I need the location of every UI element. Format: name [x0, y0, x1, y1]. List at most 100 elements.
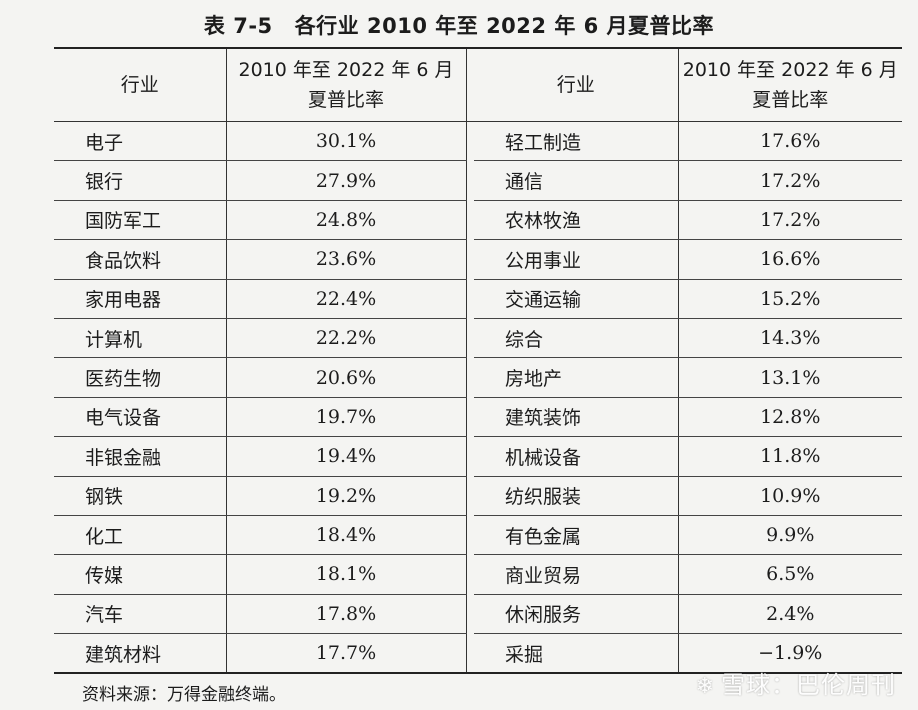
table-row: 电子 30.1% 轻工制造 17.6% [54, 121, 902, 162]
industry-cell-left: 建筑材料 [54, 633, 227, 673]
ratio-cell-left: 17.7% [315, 642, 377, 665]
column-gap [465, 436, 474, 477]
column-gap [465, 515, 474, 555]
source-note: 资料来源：万得金融终端。 [82, 685, 286, 705]
table-number: 表 7-5 [203, 14, 273, 38]
industry-cell-left: 化工 [54, 515, 227, 556]
table-row: 食品饮料 23.6% 公用事业 16.6% [54, 239, 902, 280]
column-gap [465, 594, 474, 634]
industry-cell-right: 通信 [474, 160, 679, 201]
industry-cell-right: 商业贸易 [474, 554, 679, 595]
industry-cell-left: 食品饮料 [54, 239, 227, 280]
ratio-cell-right: 2.4% [678, 594, 902, 635]
column-gap [465, 357, 474, 398]
table-row: 汽车 17.8% 休闲服务 2.4% [54, 594, 902, 635]
ratio-cell-left: 19.2% [226, 476, 466, 516]
industry-cell-left: 汽车 [54, 594, 227, 635]
ratio-cell-right: 17.2% [678, 200, 902, 241]
column-gap [465, 121, 474, 161]
table-row: 传媒 18.1% 商业贸易 6.5% [54, 554, 902, 595]
ratio-cell-right: 17.2% [678, 160, 902, 201]
table-row: 计算机 22.2% 综合 14.3% [54, 318, 902, 359]
industry-cell-right: 机械设备 [474, 436, 679, 477]
ratio-cell-right: 6.5% [678, 554, 902, 595]
ratio-cell-left: 22.4% [226, 279, 466, 319]
table-row: 建筑材料 17.7% 采掘 −1.9% [54, 633, 902, 673]
header-row: 行业 2010 年至 2022 年 6 月 夏普比率 行业 2010 年至 20… [54, 49, 902, 122]
ratio-cell-left: 18.4% [226, 515, 466, 556]
industry-cell-left: 家用电器 [54, 279, 227, 319]
table-row: 国防军工 24.8% 农林牧渔 17.2% [54, 200, 902, 241]
ratio-cell-right: 13.1% [678, 357, 902, 398]
header-industry-right: 行业 [474, 49, 679, 122]
header-ratio-right-line2: 夏普比率 [752, 89, 829, 111]
ratio-cell-right: −1.9% [758, 642, 823, 665]
industry-cell-left: 国防军工 [54, 200, 227, 241]
column-gap [465, 554, 474, 595]
ratio-cell-right: 9.9% [678, 515, 902, 556]
column-gap [465, 239, 474, 280]
ratio-cell-left: 22.2% [226, 318, 466, 359]
table-title: 表 7-5 各行业 2010 年至 2022 年 6 月夏普比率 [0, 10, 918, 40]
ratio-cell-left: 27.9% [226, 160, 466, 201]
table-row: 家用电器 22.4% 交通运输 15.2% [54, 279, 902, 319]
ratio-cell-left: 24.8% [226, 200, 466, 241]
ratio-cell-left: 23.6% [226, 239, 466, 280]
column-gap [465, 318, 474, 358]
table-body: 电子 30.1% 轻工制造 17.6% 银行 27.9% 通信 17.2% 国防军工 24.8% 农… [54, 121, 902, 673]
industry-cell-left: 钢铁 [54, 476, 227, 516]
ratio-cell-right: 12.8% [678, 397, 902, 438]
header-ratio-left-line1: 2010 年至 2022 年 6 月 [238, 59, 454, 81]
industry-cell-right: 轻工制造 [474, 121, 679, 162]
table-caption: 各行业 2010 年至 2022 年 6 月夏普比率 [294, 14, 715, 38]
ratio-cell-left: 19.7% [226, 397, 466, 438]
header-industry-left: 行业 [54, 49, 227, 122]
industry-cell-left: 电子 [54, 121, 227, 162]
table-row: 化工 18.4% 有色金属 9.9% [54, 515, 902, 556]
watermark-text: 雪球：巴伦周刊 [721, 671, 896, 699]
industry-cell-left: 电气设备 [54, 397, 227, 438]
table-row: 医药生物 20.6% 房地产 13.1% [54, 357, 902, 398]
column-gap [465, 397, 474, 437]
ratio-cell-right: 10.9% [678, 476, 902, 516]
ratio-cell-right: 16.6% [678, 239, 902, 280]
industry-cell-left: 传媒 [54, 554, 227, 595]
snowball-icon: ❄ [695, 674, 715, 699]
industry-cell-left: 计算机 [54, 318, 227, 359]
industry-cell-right: 公用事业 [474, 239, 679, 280]
header-ratio-right-line1: 2010 年至 2022 年 6 月 [682, 59, 898, 81]
industry-cell-right: 建筑装饰 [474, 397, 679, 438]
ratio-cell-left: 20.6% [226, 357, 466, 398]
column-gap [465, 476, 474, 516]
column-gap [465, 200, 474, 240]
industry-cell-left: 银行 [54, 160, 227, 201]
industry-cell-right: 房地产 [474, 357, 679, 398]
ratio-cell-right: 17.6% [678, 121, 902, 162]
header-ratio-right: 2010 年至 2022 年 6 月 夏普比率 [678, 49, 902, 122]
ratio-cell-right: 15.2% [678, 279, 902, 319]
ratio-cell-left: 19.4% [226, 436, 466, 477]
industry-cell-right: 休闲服务 [474, 594, 679, 635]
column-gap [465, 49, 474, 122]
table-row: 电气设备 19.7% 建筑装饰 12.8% [54, 397, 902, 438]
industry-cell-right: 有色金属 [474, 515, 679, 556]
ratio-cell-right: 11.8% [678, 436, 902, 477]
column-gap [465, 279, 474, 319]
industry-cell-right: 纺织服装 [474, 476, 679, 516]
ratio-cell-left: 18.1% [226, 554, 466, 595]
industry-cell-left: 医药生物 [54, 357, 227, 398]
table-row: 银行 27.9% 通信 17.2% [54, 160, 902, 201]
table-row: 钢铁 19.2% 纺织服装 10.9% [54, 476, 902, 516]
watermark: ❄ 雪球：巴伦周刊 [696, 665, 896, 700]
ratio-cell-left: 30.1% [226, 121, 466, 162]
header-ratio-left: 2010 年至 2022 年 6 月 夏普比率 [226, 49, 466, 122]
industry-cell-right: 综合 [474, 318, 679, 359]
industry-cell-right: 采掘 [474, 633, 679, 673]
industry-cell-left: 非银金融 [54, 436, 227, 477]
industry-cell-right: 交通运输 [474, 279, 679, 319]
column-gap [465, 160, 474, 201]
ratio-cell-right: 14.3% [678, 318, 902, 359]
header-ratio-left-line2: 夏普比率 [307, 89, 384, 111]
column-gap [465, 633, 474, 673]
industry-cell-right: 农林牧渔 [474, 200, 679, 241]
